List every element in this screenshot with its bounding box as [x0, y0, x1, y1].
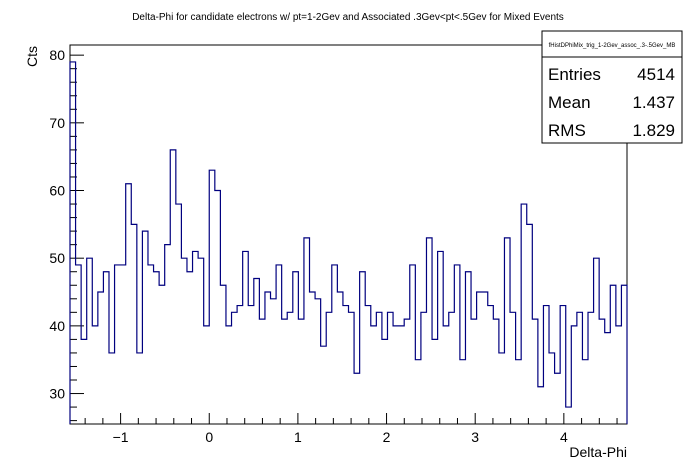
x-tick-label: 2: [383, 429, 391, 445]
x-tick-label: 4: [560, 429, 568, 445]
y-tick-label: 50: [49, 250, 65, 266]
y-tick-label: 40: [49, 318, 65, 334]
x-axis-label: Delta-Phi: [569, 444, 627, 460]
stats-mean-value: 1.437: [632, 93, 675, 112]
y-tick-label: 70: [49, 115, 65, 131]
stats-mean-label: Mean: [548, 93, 591, 112]
stats-entries-value: 4514: [637, 65, 675, 84]
stats-histogram-name: fHistDPhiMix_trig_1-2Gev_assoc_.3-.5Gev_…: [549, 43, 676, 49]
stats-rms-value: 1.829: [632, 121, 675, 140]
y-axis-label: Cts: [24, 46, 40, 67]
stats-rms-label: RMS: [548, 121, 586, 140]
histogram-series-line: [69, 61, 628, 424]
x-tick-label: 1: [294, 429, 302, 445]
y-tick-label: 60: [49, 183, 65, 199]
x-axis: −1 0 1 2 3 4: [84, 413, 618, 445]
stats-box: fHistDPhiMix_trig_1-2Gev_assoc_.3-.5Gev_…: [541, 30, 683, 144]
y-tick-label: 30: [49, 386, 65, 402]
x-tick-label: −1: [113, 429, 129, 445]
y-tick-label: 80: [49, 47, 65, 63]
x-tick-label: 0: [205, 429, 213, 445]
x-tick-label: 3: [471, 429, 479, 445]
chart-title: Delta-Phi for candidate electrons w/ pt=…: [132, 12, 564, 23]
stats-entries-label: Entries: [548, 65, 601, 84]
y-axis: 30 40 50 60 70 80: [49, 47, 84, 422]
